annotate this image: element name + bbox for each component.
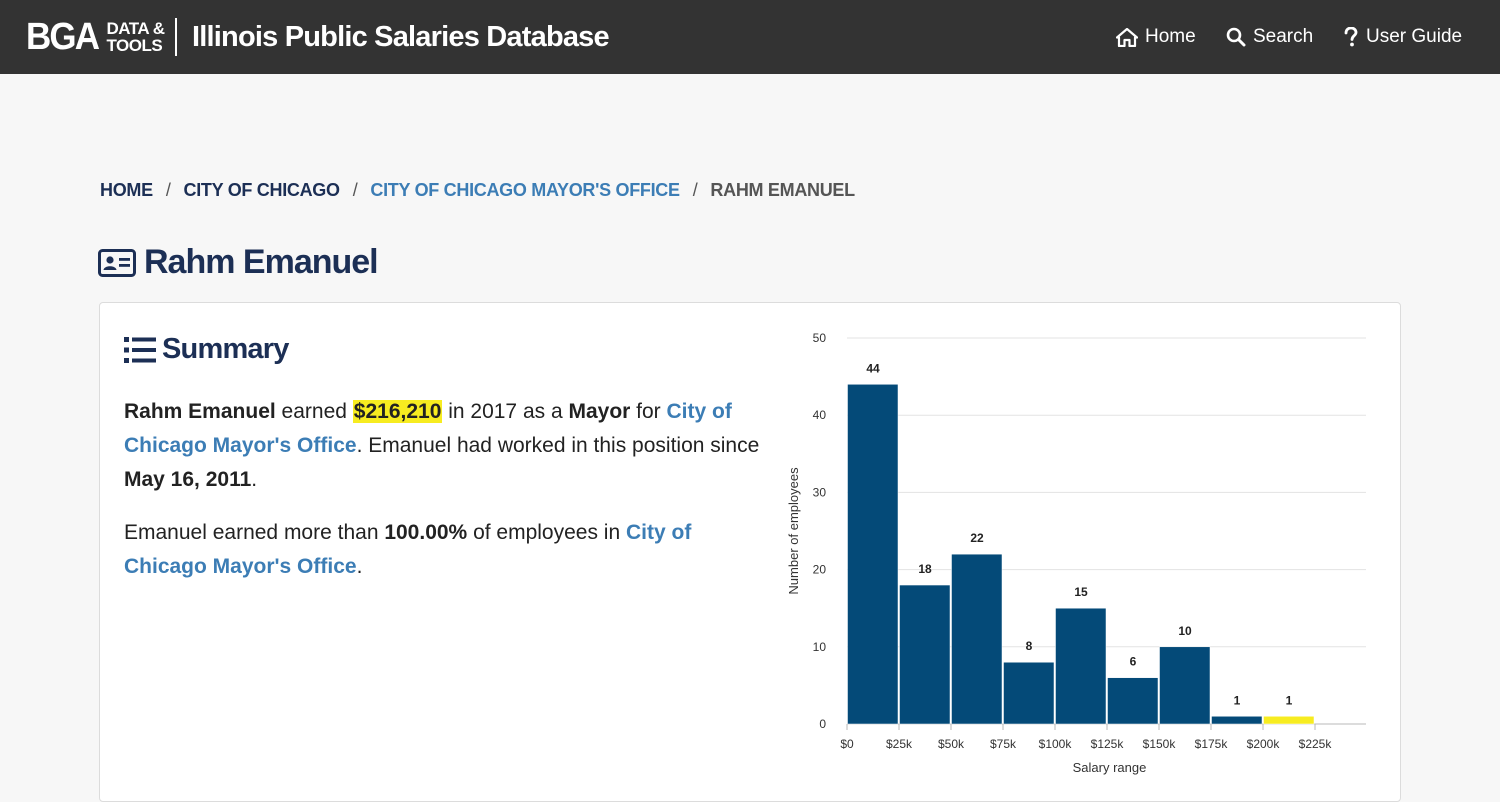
list-icon	[124, 336, 156, 363]
question-icon	[1344, 27, 1358, 47]
x-tick-label: $175k	[1195, 737, 1229, 751]
x-tick-label: $25k	[886, 737, 913, 751]
bar-value-label: 6	[1130, 655, 1137, 669]
bar-value-label: 10	[1178, 624, 1192, 638]
id-card-icon	[98, 248, 136, 277]
bar-value-label: 44	[866, 361, 880, 375]
start-date: May 16, 2011	[124, 468, 252, 491]
x-tick-label: $0	[840, 737, 854, 751]
person-name: Rahm Emanuel	[144, 243, 379, 281]
y-tick-label: 30	[813, 485, 827, 499]
histogram-bar	[1107, 677, 1159, 725]
histogram-bar	[847, 384, 899, 725]
y-axis-title: Number of employees	[786, 467, 801, 595]
text: . Emanuel had worked in this position si…	[356, 434, 760, 457]
summary-paragraph-earnings: Rahm Emanuel earned $216,210 in 2017 as …	[124, 395, 764, 497]
breadcrumb-separator: /	[165, 180, 171, 200]
summary-heading: Summary	[124, 333, 289, 366]
employer-link[interactable]: City of Chicago Mayor's Office	[124, 521, 692, 578]
logo-divider	[175, 18, 177, 56]
nav-search-link[interactable]: Search	[1226, 26, 1313, 48]
text: Emanuel earned more than	[124, 521, 385, 544]
logo-main-text: BGA	[26, 16, 100, 58]
bar-value-label: 8	[1026, 639, 1033, 653]
x-tick-label: $50k	[938, 737, 965, 751]
nav-user-guide-label: User Guide	[1366, 26, 1463, 47]
breadcrumb-city-of-chicago[interactable]: CITY OF CHICAGO	[183, 180, 340, 200]
bar-value-label: 15	[1074, 585, 1088, 599]
y-tick-label: 0	[819, 717, 826, 731]
histogram-bar	[1263, 716, 1315, 725]
histogram-bar	[1211, 716, 1263, 725]
logo-sub-text: DATA & TOOLS	[106, 19, 165, 55]
salary-histogram-chart: 0 10 20 30 40 50 44 18 22 8 15 6 10 1 1 $0 $25k $50k $75k $…	[786, 331, 1366, 775]
person-heading: Rahm Emanuel	[98, 243, 379, 282]
nav-home-label: Home	[1145, 26, 1196, 47]
x-tick-label: $75k	[990, 737, 1017, 751]
y-tick-label: 50	[813, 331, 827, 345]
x-tick-label: $150k	[1143, 737, 1177, 751]
summary-title: Summary	[162, 333, 289, 365]
text: for	[630, 400, 667, 423]
breadcrumb: HOME / CITY OF CHICAGO / CITY OF CHICAGO…	[100, 180, 855, 201]
search-icon	[1226, 27, 1246, 47]
text: in 2017 as a	[442, 400, 569, 423]
nav-user-guide-link[interactable]: User Guide	[1343, 26, 1462, 48]
logo-line-1: DATA &	[106, 19, 165, 38]
x-tick-label: $225k	[1299, 737, 1333, 751]
histogram-bar	[1159, 646, 1211, 725]
site-title[interactable]: Illinois Public Salaries Database	[192, 21, 610, 53]
y-tick-label: 10	[813, 640, 827, 654]
histogram-bar	[899, 584, 951, 725]
histogram-bar	[1055, 607, 1107, 725]
nav-home-link[interactable]: Home	[1116, 26, 1196, 48]
breadcrumb-separator: /	[692, 180, 698, 200]
bar-value-label: 18	[918, 562, 932, 576]
text: of employees in	[467, 521, 626, 544]
nav-search-label: Search	[1253, 26, 1314, 47]
top-navbar: BGA DATA & TOOLS Illinois Public Salarie…	[0, 0, 1500, 74]
breadcrumb-mayors-office[interactable]: CITY OF CHICAGO MAYOR'S OFFICE	[370, 180, 680, 200]
text: earned	[275, 400, 353, 423]
breadcrumb-separator: /	[352, 180, 358, 200]
employee-name: Rahm Emanuel	[124, 400, 276, 423]
text: .	[356, 555, 363, 578]
y-tick-label: 40	[813, 408, 827, 422]
histogram-bar	[951, 553, 1003, 725]
x-tick-label: $100k	[1039, 737, 1073, 751]
x-axis-title: Salary range	[1073, 760, 1147, 775]
text: .	[251, 468, 258, 491]
bar-value-label: 22	[970, 531, 984, 545]
x-tick-label: $200k	[1247, 737, 1281, 751]
y-tick-label: 20	[813, 563, 827, 577]
bar-value-label: 1	[1286, 693, 1293, 707]
home-icon	[1116, 27, 1138, 47]
percentile-value: 100.00%	[384, 521, 468, 544]
bar-value-label: 1	[1234, 693, 1241, 707]
employer-link[interactable]: City of Chicago Mayor's Office	[124, 400, 732, 457]
bga-logo[interactable]: BGA DATA & TOOLS	[26, 16, 165, 58]
salary-highlight: $216,210	[352, 400, 443, 423]
histogram-bar	[1003, 661, 1055, 725]
job-title: Mayor	[568, 400, 631, 423]
summary-paragraph-percentile: Emanuel earned more than 100.00% of empl…	[124, 516, 764, 584]
breadcrumb-current: RAHM EMANUEL	[710, 180, 855, 200]
x-tick-label: $125k	[1091, 737, 1125, 751]
logo-line-2: TOOLS	[106, 36, 163, 55]
breadcrumb-home[interactable]: HOME	[100, 180, 153, 200]
